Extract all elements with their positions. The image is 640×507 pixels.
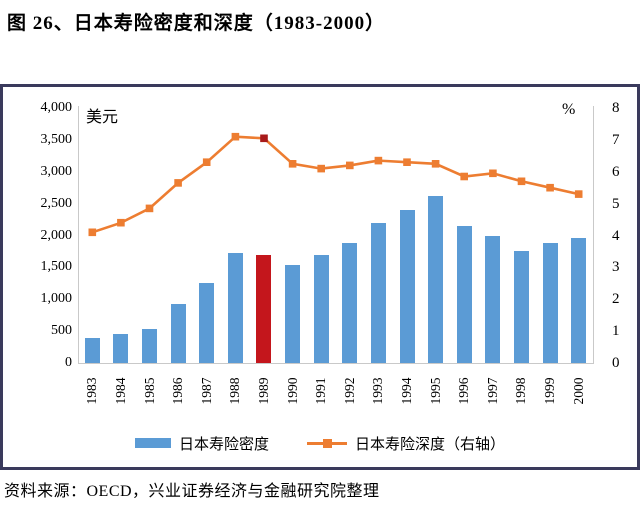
line-marker-1988 (231, 132, 240, 141)
left-axis-tick-2000: 2,000 (40, 227, 73, 243)
x-axis-label-2000: 2000 (570, 377, 586, 405)
right-axis-tick-5: 5 (612, 195, 620, 212)
depth-line-swatch (307, 438, 347, 448)
line-marker-1985 (145, 204, 154, 213)
x-axis-label-1998: 1998 (513, 377, 529, 405)
line-marker-1991 (317, 164, 325, 173)
line-marker-1997 (489, 169, 497, 178)
depth-line-swatch-marker (323, 438, 332, 448)
x-axis-label-1989: 1989 (255, 377, 271, 405)
line-marker-1993 (374, 156, 383, 165)
x-axis-label-1983: 1983 (84, 377, 100, 405)
left-axis-tick-0: 0 (65, 355, 72, 370)
bar-1987 (199, 283, 215, 363)
left-axis-tick-1000: 1,000 (40, 291, 73, 307)
bar-1985 (142, 328, 158, 363)
legend-label-depth: 日本寿险深度（右轴） (355, 436, 506, 453)
density-bar-swatch (134, 438, 171, 448)
left-axis-line (78, 106, 79, 364)
x-axis-label-1996: 1996 (456, 377, 472, 405)
right-axis-tick-1: 1 (612, 323, 620, 340)
line-marker-1992 (346, 161, 354, 170)
left-axis-unit-label: 美元 (86, 109, 119, 126)
x-axis-label-1990: 1990 (284, 377, 300, 405)
line-marker-1990 (288, 160, 297, 168)
depth-line-path (91, 135, 579, 234)
bar-2000 (571, 238, 587, 363)
x-axis-label-1986: 1986 (170, 377, 186, 405)
bar-1994 (399, 210, 415, 363)
x-axis-label-1994: 1994 (399, 377, 415, 405)
line-marker-1984 (117, 218, 125, 227)
line-marker-1983 (88, 228, 97, 237)
chart-legend: 日本寿险密度 日本寿险深度（右轴） (0, 432, 640, 454)
right-axis-tick-0: 0 (612, 355, 620, 371)
x-axis-label-1985: 1985 (141, 377, 157, 405)
bar-1998 (513, 251, 529, 363)
right-axis-unit-label: % (562, 101, 576, 118)
x-axis-label-1995: 1995 (427, 377, 443, 405)
left-axis-tick-1500: 1,500 (40, 259, 73, 275)
x-axis-line (78, 363, 594, 364)
legend-entry-density: 日本寿险密度 (134, 433, 269, 454)
bar-1984 (113, 333, 129, 363)
line-marker-1989 (260, 134, 268, 143)
bar-1997 (485, 235, 501, 363)
x-axis-label-1992: 1992 (341, 377, 357, 405)
bar-1999 (542, 242, 558, 363)
right-axis-tick-4: 4 (612, 227, 620, 244)
x-axis-label-1997: 1997 (484, 377, 500, 405)
line-marker-2000 (574, 190, 583, 198)
x-axis-label-1991: 1991 (313, 377, 329, 405)
x-axis-label-1984: 1984 (112, 377, 128, 405)
bar-1988 (227, 253, 243, 363)
bar-1993 (370, 222, 386, 363)
left-axis-tick-3500: 3,500 (40, 131, 73, 147)
left-axis-tick-2500: 2,500 (40, 195, 73, 211)
x-axis-label-1993: 1993 (370, 377, 386, 405)
right-axis-tick-2: 2 (612, 291, 620, 308)
line-marker-1986 (174, 179, 182, 187)
right-axis-tick-6: 6 (612, 163, 620, 180)
right-axis-tick-3: 3 (612, 259, 620, 276)
x-axis-label-1999: 1999 (542, 377, 558, 405)
page-title: 图 26、日本寿险密度和深度（1983-2000） (7, 13, 386, 34)
bar-1990 (285, 265, 301, 363)
left-axis-tick-4000: 4,000 (40, 100, 73, 115)
line-marker-1995 (431, 160, 440, 168)
line-marker-1998 (517, 177, 526, 186)
right-axis-line (593, 106, 594, 364)
line-marker-1996 (460, 172, 468, 181)
bar-1992 (342, 242, 358, 363)
left-axis-tick-3000: 3,000 (40, 163, 73, 179)
bar-1996 (456, 225, 472, 363)
bar-1991 (313, 254, 329, 363)
bar-1983 (84, 338, 100, 363)
left-axis-tick-500: 500 (51, 323, 72, 339)
line-marker-1987 (202, 158, 211, 166)
line-marker-1999 (546, 183, 554, 192)
legend-label-density: 日本寿险密度 (178, 436, 269, 453)
line-marker-1994 (403, 158, 411, 166)
right-axis-tick-8: 8 (612, 100, 620, 116)
bar-1995 (428, 195, 444, 363)
x-axis-label-1988: 1988 (227, 377, 243, 405)
bar-1989 (256, 254, 272, 363)
source-note: 资料来源：OECD，兴业证券经济与金融研究院整理 (4, 483, 380, 500)
legend-entry-depth: 日本寿险深度（右轴） (307, 433, 505, 454)
bar-1986 (170, 303, 186, 363)
right-axis-tick-7: 7 (612, 131, 620, 148)
x-axis-label-1987: 1987 (198, 377, 214, 405)
